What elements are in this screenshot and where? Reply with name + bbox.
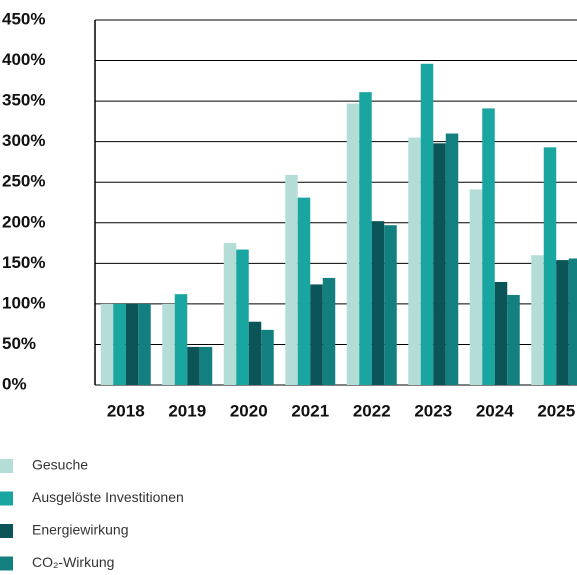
bar xyxy=(469,189,483,385)
bar xyxy=(445,133,459,385)
y-tick-label: 0% xyxy=(2,374,27,393)
x-tick-label: 2022 xyxy=(353,401,391,420)
bar xyxy=(408,137,421,385)
legend-swatch xyxy=(0,556,13,571)
bar xyxy=(261,329,274,385)
y-tick-label: 350% xyxy=(2,91,45,110)
bar xyxy=(433,143,446,385)
bar xyxy=(494,281,508,385)
x-tick-label: 2021 xyxy=(291,401,329,420)
bar xyxy=(543,147,557,385)
y-tick-label: 250% xyxy=(2,172,45,191)
bar xyxy=(371,221,385,385)
legend-label: Gesuche xyxy=(32,457,88,473)
y-tick-label: 200% xyxy=(2,212,45,231)
x-tick-label: 2025 xyxy=(537,401,575,420)
x-tick-label: 2023 xyxy=(414,401,452,420)
bar xyxy=(346,103,360,386)
legend-swatch xyxy=(0,491,13,506)
bar xyxy=(359,92,372,385)
legend-swatch xyxy=(0,459,13,473)
legend-label: CO₂-Wirkung xyxy=(32,554,114,570)
bar xyxy=(507,294,520,385)
bar xyxy=(100,303,114,385)
bar xyxy=(236,249,249,385)
bar xyxy=(310,284,323,385)
x-tick-label: 2018 xyxy=(107,401,145,420)
bar xyxy=(482,108,495,386)
bar xyxy=(285,174,298,385)
y-tick-label: 150% xyxy=(2,253,45,272)
bar xyxy=(223,243,237,385)
bar xyxy=(162,303,175,385)
bar xyxy=(322,277,336,385)
bar xyxy=(125,303,139,385)
bar xyxy=(138,303,151,385)
x-tick-label: 2020 xyxy=(230,401,268,420)
bar xyxy=(174,294,188,385)
bar xyxy=(113,303,126,385)
y-tick-label: 400% xyxy=(2,50,45,69)
y-tick-label: 450% xyxy=(2,9,45,28)
y-tick-label: 100% xyxy=(2,293,45,312)
bar xyxy=(420,63,434,386)
y-tick-label: 300% xyxy=(2,131,45,150)
legend-label: Energiewirkung xyxy=(32,522,129,538)
x-tick-label: 2024 xyxy=(476,401,514,420)
bar xyxy=(199,346,213,385)
bar xyxy=(384,225,397,385)
bar xyxy=(531,255,544,385)
bar xyxy=(248,321,262,385)
bar xyxy=(297,197,311,385)
y-tick-label: 50% xyxy=(2,334,36,353)
bar xyxy=(568,258,577,385)
legend-swatch xyxy=(0,524,13,538)
legend-label: Ausgelöste Investitionen xyxy=(32,489,184,505)
x-tick-label: 2019 xyxy=(168,401,206,420)
bar xyxy=(556,260,569,385)
bar xyxy=(187,346,200,385)
